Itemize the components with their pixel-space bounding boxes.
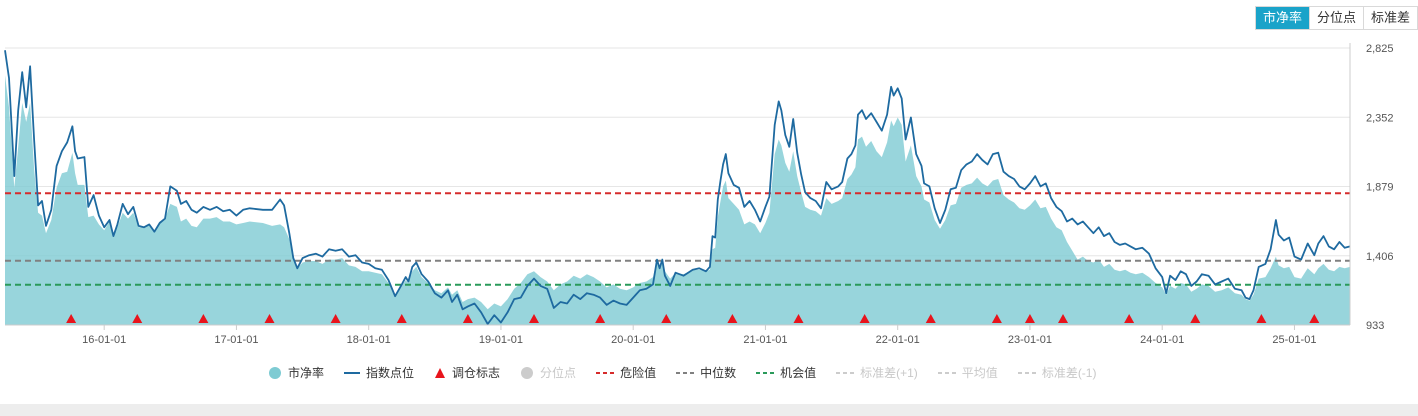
tab-std-dev[interactable]: 标准差 [1362, 7, 1417, 29]
legend-label: 分位点 [540, 366, 577, 380]
x-tick-label: 17-01-01 [214, 334, 258, 346]
pb-area-layer [5, 75, 1350, 325]
rebalance-marker [330, 314, 341, 323]
dashed-line-icon [937, 371, 956, 374]
reference-lines [5, 192, 1350, 286]
y-tick-label: 1,406 [1366, 251, 1394, 263]
rebalance-marker [1309, 314, 1320, 323]
x-tick-label: 24-01-01 [1140, 334, 1184, 346]
x-tick-label: 16-01-01 [82, 334, 126, 346]
rebalance-marker [66, 314, 77, 323]
rebalance-marker [198, 314, 209, 323]
rebalance-marker [1058, 314, 1069, 323]
index-line-layer [4, 50, 1351, 325]
legend-item-index[interactable]: 指数点位 [344, 364, 414, 381]
legend-item-mean[interactable]: 平均值 [937, 364, 998, 381]
rebalance-marker [132, 314, 143, 323]
x-tick-label: 18-01-01 [347, 334, 391, 346]
tab-pb-ratio[interactable]: 市净率 [1255, 7, 1309, 29]
rebalance-marker [264, 314, 275, 323]
legend: 市净率 指数点位 调仓标志 分位点 危险值 中位数 机会值 标准差(+1) 平均… [268, 364, 1116, 381]
legend-item-percentile[interactable]: 分位点 [520, 364, 576, 381]
legend-label: 调仓标志 [452, 366, 501, 380]
rebalance-marker [727, 314, 738, 323]
metric-tabs: 市净率 分位点 标准差 [1254, 6, 1418, 30]
rebalance-marker [595, 314, 606, 323]
legend-item-rebalance[interactable]: 调仓标志 [434, 364, 500, 381]
legend-label: 标准差(-1) [1041, 366, 1097, 380]
dashed-line-icon [676, 371, 695, 374]
dashed-line-icon [596, 371, 615, 374]
legend-item-std-minus[interactable]: 标准差(-1) [1017, 364, 1097, 381]
legend-label: 中位数 [700, 366, 737, 380]
rebalance-marker [1024, 314, 1035, 323]
y-tick-label: 1,879 [1366, 182, 1394, 194]
rebalance-marker [396, 314, 407, 323]
x-tick-label: 25-01-01 [1272, 334, 1316, 346]
rebalance-marker [462, 314, 473, 323]
rebalance-marker [1124, 314, 1135, 323]
dashed-line-icon [836, 371, 855, 374]
y-tick-label: 933 [1366, 320, 1384, 332]
rebalance-marker [859, 314, 870, 323]
legend-item-danger[interactable]: 危险值 [596, 364, 656, 381]
rebalance-marker [661, 314, 672, 323]
x-tick-label: 22-01-01 [876, 334, 920, 346]
circle-icon [521, 366, 534, 379]
rebalance-marker [925, 314, 936, 323]
dashed-line-icon [1017, 371, 1036, 374]
y-tick-label: 2,825 [1366, 43, 1394, 55]
index-line-series [4, 50, 1351, 325]
legend-label: 指数点位 [366, 366, 415, 380]
dashed-line-icon [756, 371, 775, 374]
line-icon [344, 371, 361, 374]
footer-bar [0, 404, 1418, 416]
rebalance-marker [529, 314, 540, 323]
legend-item-opportunity[interactable]: 机会值 [756, 364, 816, 381]
y-tick-label: 2,352 [1366, 112, 1394, 124]
tab-percentile[interactable]: 分位点 [1308, 7, 1363, 29]
legend-item-median[interactable]: 中位数 [676, 364, 736, 381]
x-tick-label: 23-01-01 [1008, 334, 1052, 346]
axes: 2,825 2,352 1,879 1,406 933 16-01-01 17-01-01 1… [5, 43, 1394, 346]
rebalance-marker [793, 314, 804, 323]
legend-label: 机会值 [780, 366, 817, 380]
rebalance-markers [66, 314, 1320, 323]
legend-label: 平均值 [961, 366, 998, 380]
legend-label: 市净率 [288, 366, 325, 380]
triangle-icon [435, 367, 446, 378]
legend-label: 标准差(+1) [860, 366, 918, 380]
rebalance-marker [991, 314, 1002, 323]
x-tick-label: 20-01-01 [611, 334, 655, 346]
legend-item-pb[interactable]: 市净率 [268, 364, 324, 381]
rebalance-marker [1190, 314, 1201, 323]
legend-item-std-plus[interactable]: 标准差(+1) [836, 364, 918, 381]
x-tick-label: 19-01-01 [479, 334, 523, 346]
circle-icon [269, 366, 281, 379]
x-tick-label: 21-01-01 [743, 334, 787, 346]
rebalance-marker [1256, 314, 1267, 323]
legend-label: 危险值 [620, 366, 657, 380]
pb-area-series [5, 75, 1350, 325]
